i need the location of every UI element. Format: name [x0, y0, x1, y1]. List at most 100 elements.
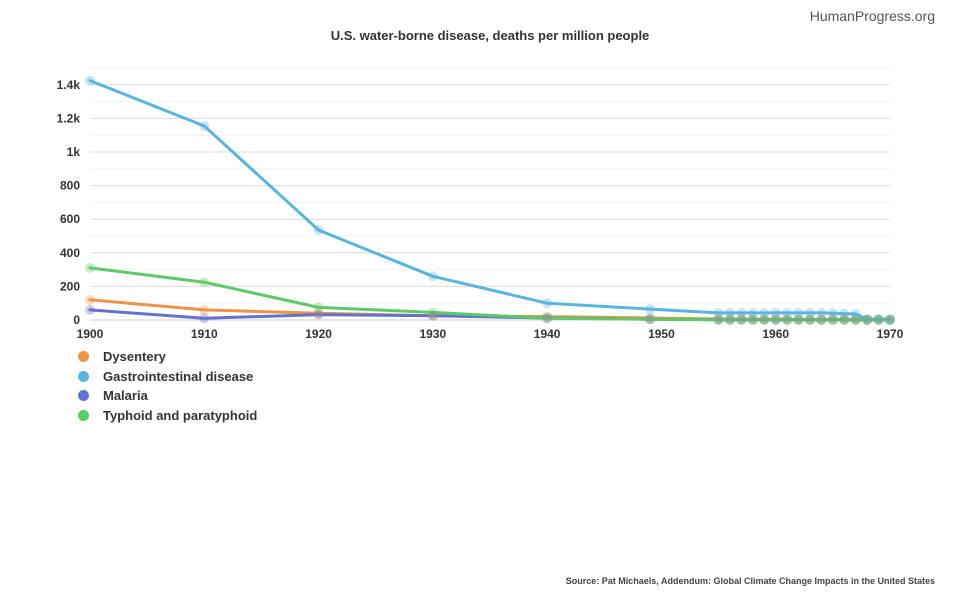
- data-point: [862, 314, 873, 325]
- data-point: [713, 314, 724, 325]
- data-point: [427, 310, 438, 321]
- y-tick-label: 1.4k: [57, 78, 81, 92]
- data-point: [805, 307, 815, 318]
- data-point: [862, 314, 873, 325]
- data-point: [782, 314, 793, 325]
- data-point: [313, 225, 324, 236]
- brand-label: HumanProgress.org: [809, 8, 935, 24]
- x-tick-label: 1940: [534, 327, 561, 341]
- x-tick-label: 1960: [762, 327, 789, 341]
- data-point: [725, 307, 735, 318]
- data-point: [827, 314, 838, 325]
- data-point: [827, 314, 838, 325]
- legend-item[interactable]: Dysentery: [78, 347, 257, 367]
- data-point: [793, 307, 804, 318]
- data-point: [85, 304, 95, 315]
- data-point: [827, 314, 838, 325]
- legend-marker-icon: [78, 409, 89, 421]
- data-point: [713, 307, 724, 318]
- legend-item[interactable]: Typhoid and paratyphoid: [78, 406, 257, 426]
- data-point: [199, 313, 210, 324]
- data-point: [199, 304, 210, 315]
- y-tick-label: 200: [60, 279, 80, 293]
- data-point: [873, 314, 884, 325]
- data-point: [793, 314, 804, 325]
- data-point: [313, 309, 324, 320]
- legend-marker-icon: [78, 351, 89, 363]
- data-point: [839, 308, 850, 319]
- data-point: [759, 314, 770, 325]
- series-line: [88, 266, 892, 322]
- data-point: [736, 314, 747, 325]
- legend: Dysentery Gastrointestinal disease Malaria…: [78, 347, 257, 425]
- y-tick-label: 0: [73, 313, 80, 327]
- data-point: [839, 314, 850, 325]
- legend-label: Dysentery: [103, 349, 166, 365]
- data-point: [85, 75, 95, 86]
- data-point: [816, 314, 827, 325]
- data-point: [542, 312, 553, 323]
- data-point: [759, 314, 770, 325]
- data-point: [770, 314, 781, 325]
- data-point: [736, 314, 747, 325]
- data-point: [427, 310, 438, 321]
- data-point: [542, 298, 553, 309]
- data-point: [850, 308, 861, 319]
- data-point: [542, 313, 553, 324]
- legend-label: Gastrointestinal disease: [103, 368, 254, 384]
- legend-label: Typhoid and paratyphoid: [103, 407, 258, 423]
- data-points: [85, 75, 895, 325]
- data-point: [793, 314, 804, 325]
- data-point: [770, 314, 781, 325]
- data-point: [313, 302, 324, 313]
- data-point: [885, 314, 895, 325]
- data-point: [827, 308, 838, 319]
- legend-item[interactable]: Malaria: [78, 386, 257, 406]
- legend-label: Malaria: [103, 388, 148, 404]
- y-tick-label: 1.2k: [57, 111, 81, 125]
- data-point: [816, 314, 827, 325]
- data-point: [862, 314, 873, 325]
- data-point: [713, 313, 724, 324]
- data-point: [816, 314, 827, 325]
- data-point: [770, 307, 781, 318]
- data-point: [747, 314, 758, 325]
- data-point: [725, 314, 735, 325]
- data-point: [839, 314, 850, 325]
- y-tick-label: 600: [60, 212, 80, 226]
- legend-item[interactable]: Gastrointestinal disease: [78, 367, 257, 387]
- data-point: [839, 314, 850, 325]
- data-point: [725, 314, 735, 325]
- data-point: [645, 314, 655, 325]
- data-point: [850, 314, 861, 325]
- data-point: [782, 307, 793, 318]
- data-point: [816, 307, 827, 318]
- data-point: [747, 307, 758, 318]
- data-point: [850, 314, 861, 325]
- data-point: [313, 308, 324, 319]
- data-point: [759, 314, 770, 325]
- data-point: [770, 314, 781, 325]
- data-point: [199, 277, 210, 288]
- data-point: [805, 314, 815, 325]
- data-point: [850, 314, 861, 325]
- data-point: [427, 307, 438, 318]
- legend-marker-icon: [78, 390, 89, 402]
- series-lines: [88, 79, 892, 322]
- y-tick-label: 1k: [67, 145, 81, 159]
- x-tick-label: 1900: [77, 327, 104, 341]
- data-point: [645, 304, 655, 315]
- series-line: [88, 79, 892, 321]
- data-point: [873, 314, 884, 325]
- tick-labels: 0 200 400 600 800 1k 1.2k 1.4k 1900 1910 1920 1930 1…: [57, 78, 904, 341]
- data-point: [759, 307, 770, 318]
- data-point: [736, 307, 747, 318]
- x-tick-label: 1930: [420, 327, 447, 341]
- x-tick-label: 1950: [648, 327, 675, 341]
- data-point: [725, 314, 735, 325]
- data-point: [747, 314, 758, 325]
- data-point: [645, 312, 655, 323]
- data-point: [782, 314, 793, 325]
- data-point: [885, 314, 895, 325]
